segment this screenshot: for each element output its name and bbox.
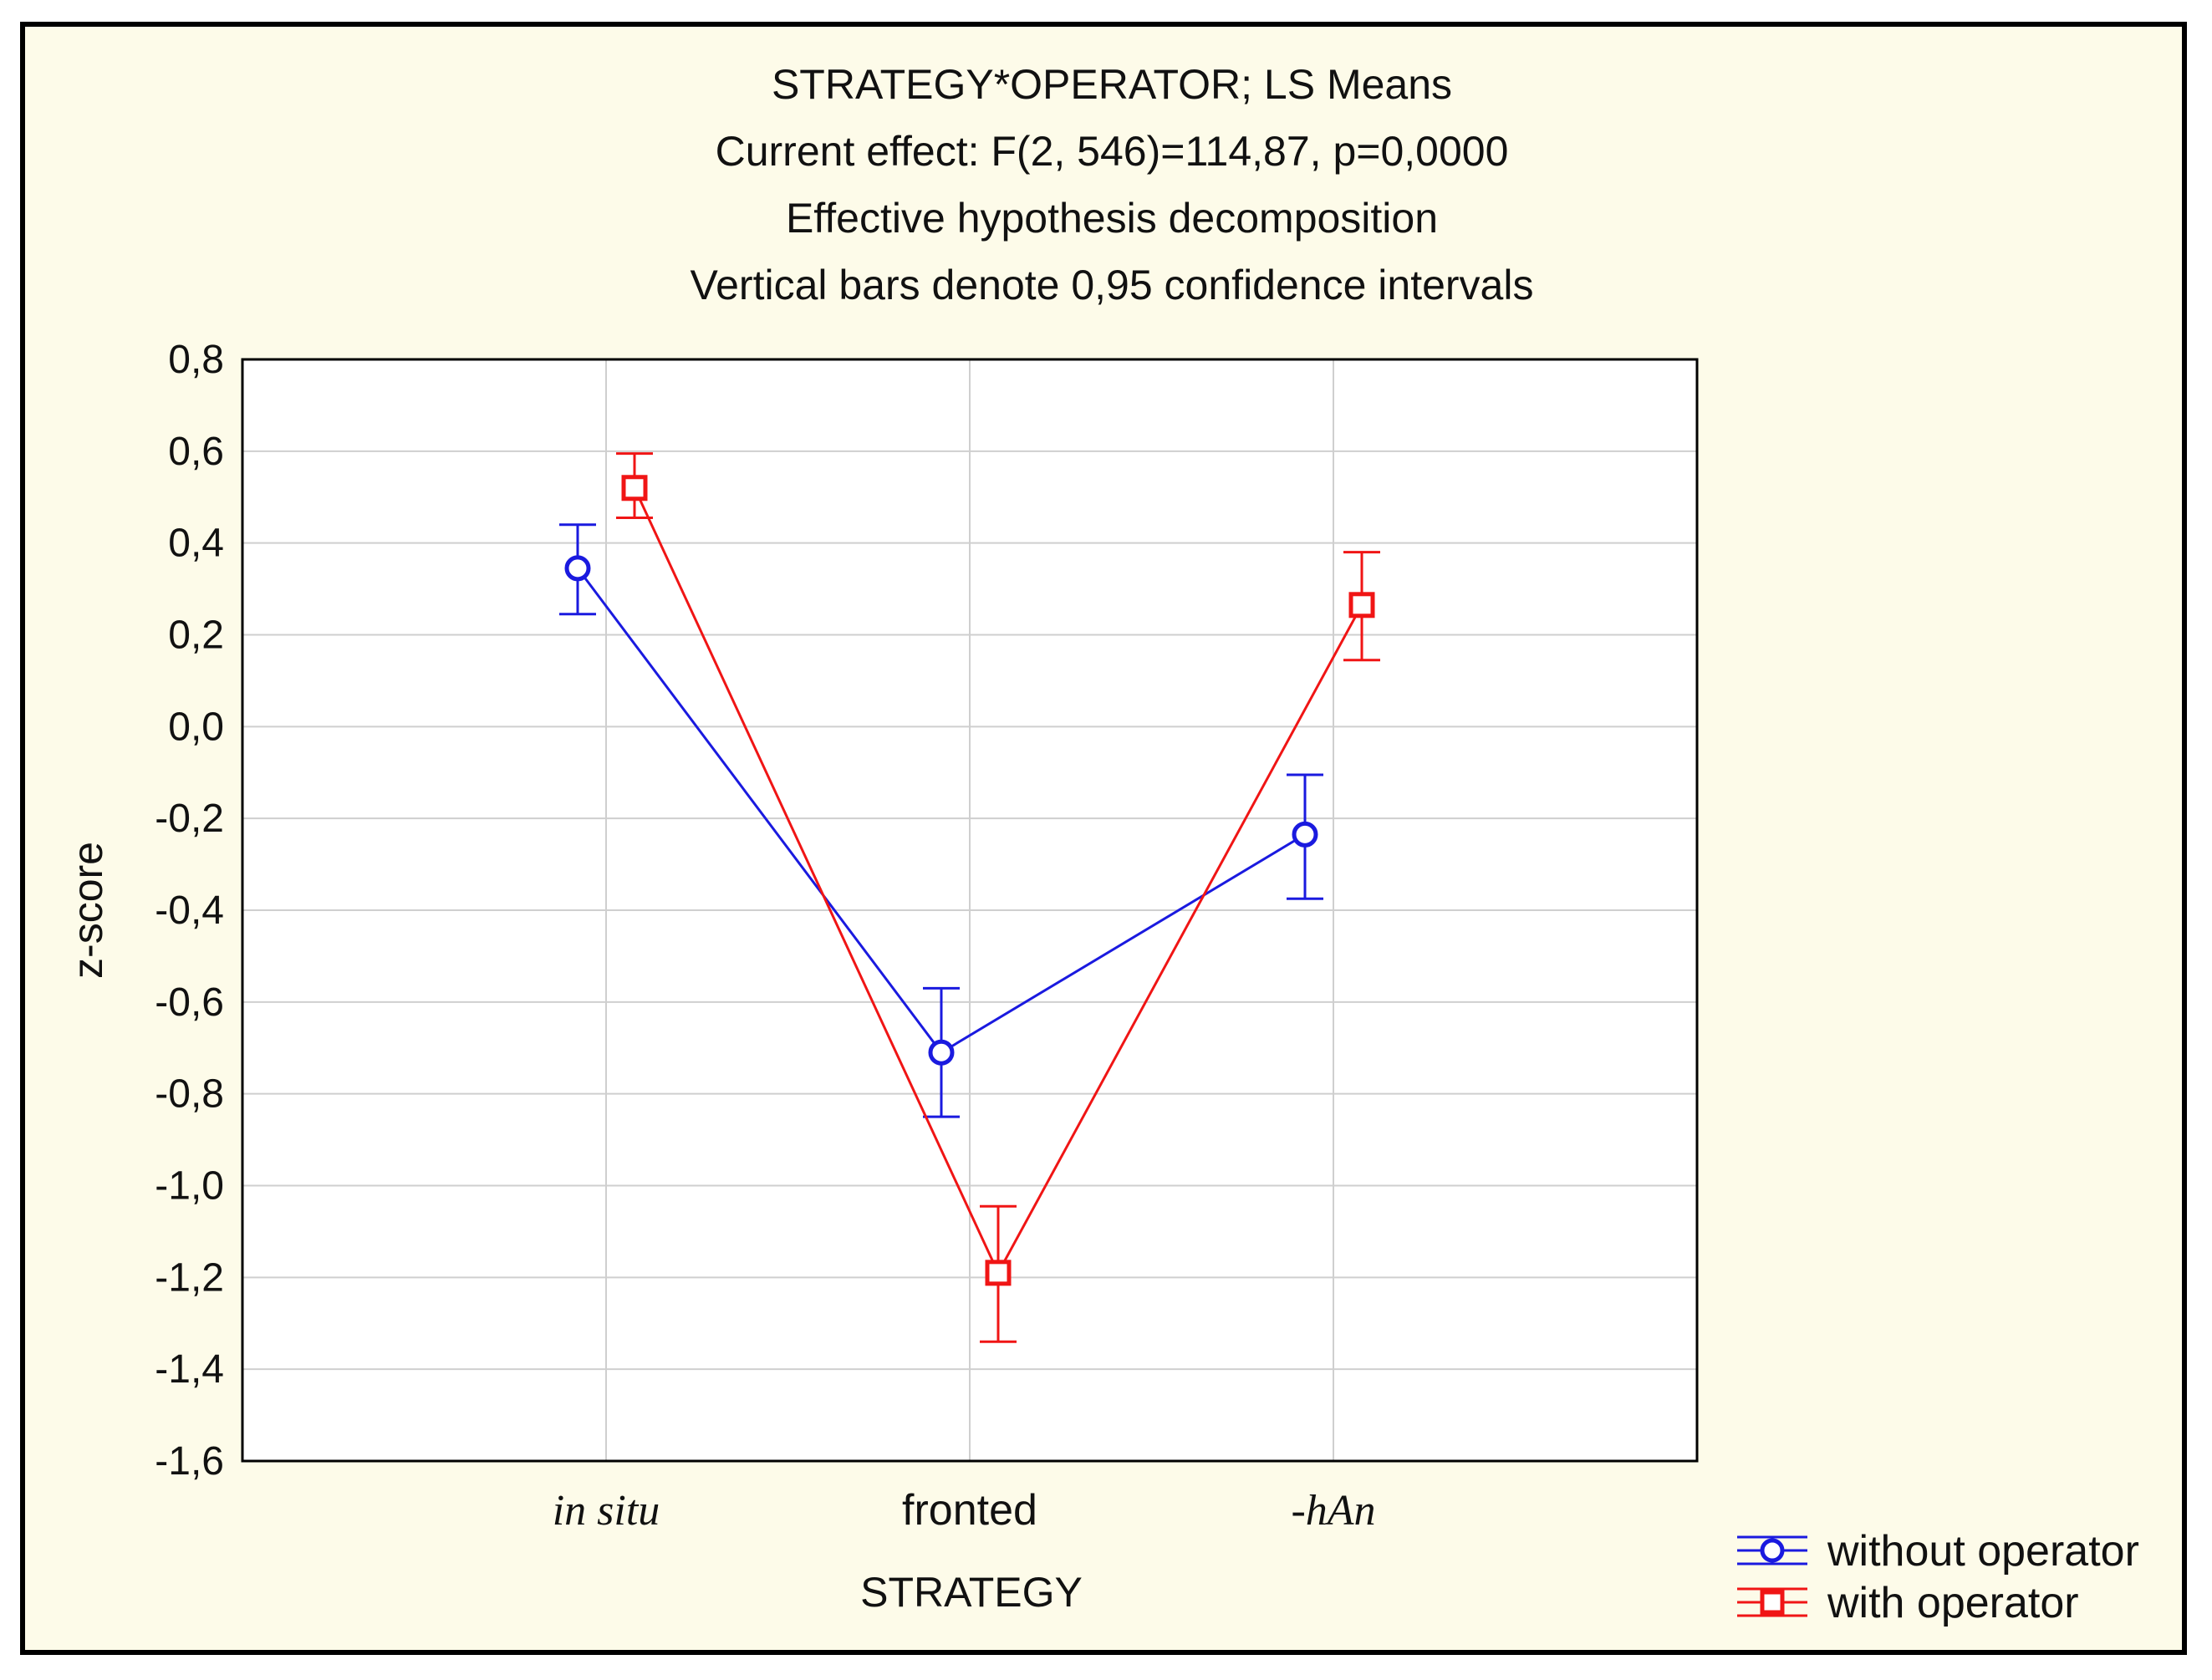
y-axis-title: z-score — [64, 842, 111, 979]
y-tick-label: -0,6 — [155, 980, 224, 1025]
legend-label: without operator — [1827, 1527, 2139, 1576]
y-tick-label: -1,2 — [155, 1255, 224, 1300]
y-tick-label: 0,8 — [168, 338, 224, 382]
plot-border — [241, 358, 1699, 1463]
y-tick-label: 0,0 — [168, 705, 224, 749]
chart-frame — [20, 22, 2187, 1655]
data-point — [1348, 592, 1375, 619]
chart-title-line-1: STRATEGY*OPERATOR; LS Means — [772, 61, 1452, 108]
legend-marker — [1760, 1538, 1785, 1563]
y-tick-label: 0,4 — [168, 522, 224, 566]
x-category-label: in situ — [553, 1487, 660, 1535]
chart-title-line-2: Current effect: F(2, 546)=114,87, p=0,00… — [716, 128, 1509, 175]
y-tick-label: -1,6 — [155, 1439, 224, 1484]
y-tick-label: 0,2 — [168, 613, 224, 658]
data-point — [621, 475, 648, 501]
y-tick-label: -1,4 — [155, 1347, 224, 1392]
chart-title-line-3: Effective hypothesis decomposition — [786, 195, 1438, 242]
data-point — [928, 1039, 955, 1066]
x-category-label: -hAn — [1291, 1487, 1375, 1535]
data-point — [1292, 821, 1318, 848]
y-tick-label: -0,2 — [155, 797, 224, 841]
y-tick-label: -1,0 — [155, 1164, 224, 1209]
x-axis-title: STRATEGY — [860, 1569, 1083, 1616]
data-point — [985, 1260, 1012, 1286]
legend-marker — [1760, 1590, 1785, 1615]
y-tick-label: -0,4 — [155, 888, 224, 933]
chart-title-line-4: Vertical bars denote 0,95 confidence int… — [691, 262, 1534, 308]
y-tick-label: 0,6 — [168, 430, 224, 474]
data-point — [564, 555, 591, 582]
x-category-label: fronted — [902, 1486, 1037, 1535]
legend-label: with operator — [1827, 1579, 2079, 1627]
y-tick-label: -0,8 — [155, 1072, 224, 1117]
